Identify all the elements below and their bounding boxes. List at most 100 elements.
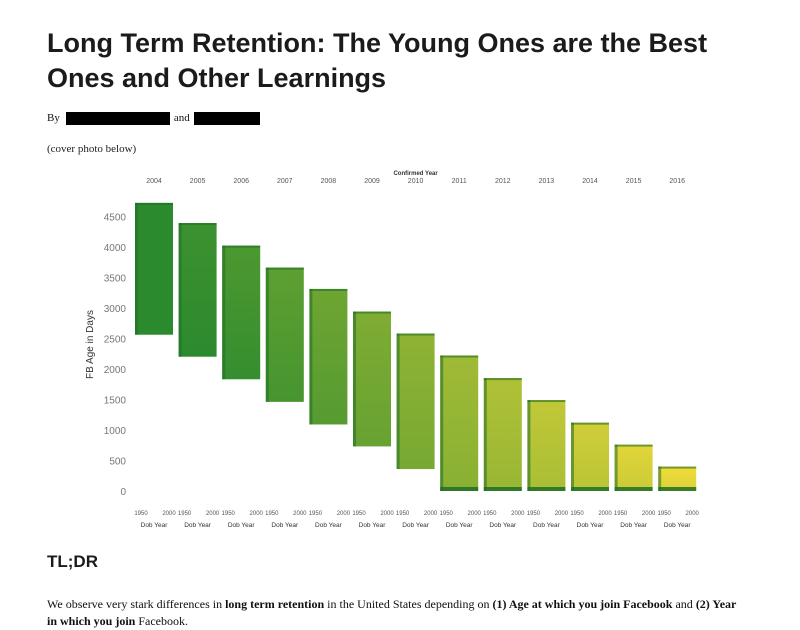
dob-tick-label: 1950: [658, 511, 672, 517]
tldr-heading: TL;DR: [47, 552, 98, 571]
y-tick-label: 500: [109, 456, 126, 467]
dob-axis-label: Dob Year: [359, 522, 387, 529]
cohort-band: [571, 422, 609, 491]
cohort-band: [178, 223, 217, 357]
cohort-band: [265, 267, 304, 402]
cohort-band-edge: [571, 422, 574, 491]
y-axis-title: FB Age in Days: [85, 310, 96, 379]
cohort-band: [396, 333, 435, 470]
cohort-band: [440, 355, 479, 491]
dob-tick-label: 1950: [265, 511, 279, 517]
cover-photo-note: (cover photo below): [47, 143, 137, 155]
cohort-band-floor: [483, 487, 522, 491]
dob-axis-label: Dob Year: [664, 522, 692, 529]
y-tick-label: 4000: [104, 243, 127, 254]
summary-bold-2: (1) Age at which you join Facebook: [492, 597, 673, 611]
cohort-band-edge: [178, 223, 182, 357]
byline: By and: [47, 111, 260, 125]
cohort-band-edge: [483, 378, 487, 491]
y-tick-label: 4500: [104, 212, 127, 223]
y-tick-label: 1000: [104, 426, 127, 437]
byline-and: and: [173, 112, 190, 124]
dob-tick-label: 2000: [206, 511, 220, 517]
cohort-band-top: [178, 223, 217, 226]
dob-tick-label: 1950: [222, 511, 236, 517]
y-tick-label: 3500: [104, 273, 127, 284]
cohort-band-floor: [527, 487, 566, 491]
column-year-label: 2014: [582, 178, 598, 185]
column-year-label: 2004: [146, 178, 162, 185]
cohort-band-top: [135, 202, 173, 205]
dob-tick-label: 1950: [396, 511, 410, 517]
column-year-label: 2015: [626, 178, 642, 185]
dob-axis-label: Dob Year: [184, 522, 212, 529]
cohort-band: [135, 202, 173, 335]
dob-tick-label: 1950: [483, 511, 497, 517]
byline-by: By: [47, 112, 60, 124]
dob-tick-label: 2000: [293, 511, 307, 517]
dob-tick-label: 2000: [642, 511, 656, 517]
cohort-band-edge: [658, 466, 662, 491]
dob-tick-label: 2000: [250, 511, 264, 517]
dob-axis-label: Dob Year: [533, 522, 561, 529]
column-year-label: 2005: [190, 178, 206, 185]
cohort-band: [483, 378, 522, 491]
cohort-band-top: [396, 333, 435, 336]
y-tick-label: 2000: [104, 365, 127, 376]
column-year-label: 2013: [539, 178, 555, 185]
summary-bold-1: long term retention: [225, 597, 325, 611]
summary-text-2: in the United States depending on: [324, 597, 493, 611]
cohort-band-edge: [396, 333, 400, 470]
cohort-band-edge: [440, 355, 444, 491]
page-title: Long Term Retention: The Young Ones are …: [47, 28, 708, 93]
cohort-band-top: [265, 267, 304, 270]
summary-text-4: Facebook.: [135, 614, 189, 628]
dob-tick-label: 2000: [162, 511, 176, 517]
cohort-band-top: [483, 378, 522, 381]
dob-axis-label: Dob Year: [141, 522, 169, 529]
cohort-band-floor: [571, 487, 609, 491]
cohort-band-edge: [222, 245, 226, 380]
dob-tick-label: 1950: [352, 511, 366, 517]
dob-tick-label: 2000: [380, 511, 394, 517]
redacted-author-2: [193, 111, 260, 125]
dob-axis-label: Dob Year: [315, 522, 343, 529]
cohort-band-top: [571, 422, 609, 425]
cohort-band-top: [353, 311, 391, 314]
y-tick-label: 2500: [104, 334, 127, 345]
dob-axis-label: Dob Year: [620, 522, 648, 529]
dob-axis-label: Dob Year: [228, 522, 256, 529]
column-year-label: 2006: [233, 178, 249, 185]
cohort-band-edge: [353, 311, 356, 447]
cohort-band-edge: [135, 202, 138, 335]
cohort-band-edge: [614, 444, 618, 491]
cohort-band-top: [527, 400, 566, 403]
redacted-author-1: [65, 111, 170, 125]
cohort-band: [222, 245, 261, 380]
cohort-band: [658, 466, 697, 491]
column-year-label: 2007: [277, 178, 293, 185]
summary-text-1: We observe very stark differences in: [47, 597, 226, 611]
dob-tick-label: 1950: [440, 511, 454, 517]
cohort-band: [309, 288, 348, 425]
dob-tick-label: 1950: [178, 511, 192, 517]
dob-axis-label: Dob Year: [577, 522, 605, 529]
dob-tick-label: 1950: [570, 511, 584, 517]
y-tick-label: 1500: [104, 395, 127, 406]
dob-tick-label: 2000: [511, 511, 525, 517]
dob-tick-label: 1950: [309, 511, 323, 517]
column-year-label: 2010: [408, 178, 424, 185]
cohort-band-edge: [265, 267, 269, 402]
column-year-label: 2012: [495, 178, 511, 185]
column-year-label: 2009: [364, 178, 380, 185]
cohort-band-edge: [309, 288, 313, 425]
cohort-band-floor: [658, 487, 697, 491]
summary-paragraph: We observe very stark differences in lon…: [47, 596, 747, 630]
cohort-band-top: [614, 444, 653, 447]
column-year-label: 2008: [321, 178, 337, 185]
cohort-band: [527, 400, 566, 491]
cohort-band-edge: [527, 400, 531, 491]
dob-tick-label: 2000: [424, 511, 438, 517]
dob-tick-label: 2000: [468, 511, 482, 517]
dob-tick-label: 2000: [337, 511, 351, 517]
